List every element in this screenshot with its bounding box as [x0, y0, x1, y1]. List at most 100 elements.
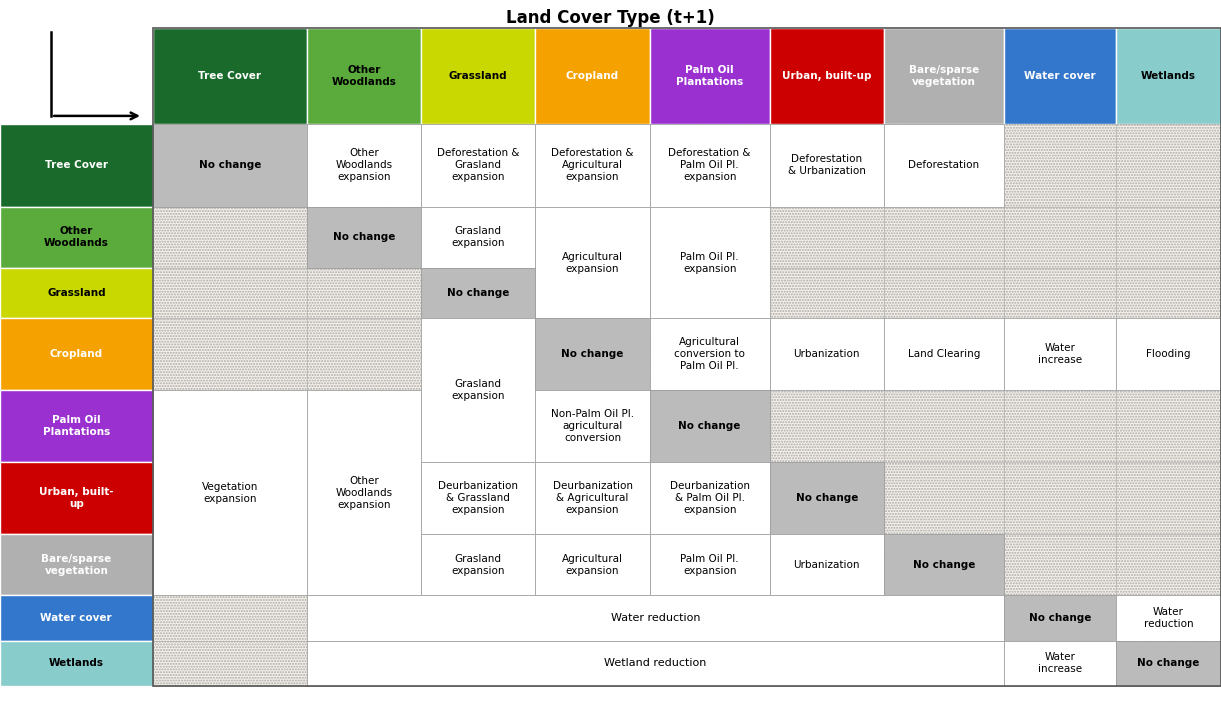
Text: Water
reduction: Water reduction	[1144, 607, 1193, 629]
Bar	[884, 319, 1004, 390]
Text: Cropland: Cropland	[567, 71, 619, 82]
Bar	[306, 124, 421, 207]
Bar	[1004, 207, 1116, 267]
Bar	[536, 641, 650, 686]
Bar	[884, 535, 1004, 595]
Bar	[1004, 390, 1116, 462]
Bar	[306, 390, 421, 595]
Bar	[769, 641, 884, 686]
Bar	[153, 267, 306, 319]
Bar	[1004, 641, 1116, 686]
Text: Deforestation: Deforestation	[908, 161, 979, 171]
Bar	[884, 319, 1004, 390]
Bar	[153, 535, 306, 595]
Bar	[769, 319, 884, 390]
Bar	[1116, 462, 1221, 535]
Bar	[306, 207, 421, 267]
Bar	[650, 641, 769, 686]
Bar	[536, 267, 650, 319]
Bar	[306, 28, 421, 124]
Bar	[650, 207, 769, 267]
Bar	[650, 390, 769, 462]
Bar	[421, 462, 536, 535]
Bar	[769, 207, 884, 267]
Text: Tree Cover: Tree Cover	[198, 71, 261, 82]
Bar	[1004, 124, 1116, 207]
Bar	[769, 462, 884, 535]
Bar	[536, 535, 650, 595]
Bar	[1116, 535, 1221, 595]
Bar	[650, 207, 769, 319]
Bar	[536, 124, 650, 207]
Bar	[1004, 267, 1116, 319]
Text: No change: No change	[679, 422, 741, 432]
Bar	[769, 124, 884, 207]
Bar	[650, 595, 769, 641]
Bar	[536, 595, 650, 641]
Bar	[1116, 595, 1221, 641]
Text: Other
Woodlands: Other Woodlands	[332, 65, 397, 87]
Bar	[306, 641, 421, 686]
Bar	[1116, 595, 1221, 641]
Text: Agricultural
expansion: Agricultural expansion	[562, 252, 623, 274]
Bar	[536, 390, 650, 462]
Bar	[306, 462, 421, 535]
Bar	[884, 390, 1004, 462]
Bar	[769, 641, 884, 686]
Bar	[421, 207, 536, 267]
Text: Palm Oil
Plantations: Palm Oil Plantations	[676, 65, 744, 87]
Bar	[536, 390, 650, 462]
Bar	[153, 124, 306, 207]
Bar	[0, 595, 153, 641]
Bar	[1116, 319, 1221, 390]
Bar	[650, 641, 769, 686]
Bar	[650, 28, 769, 124]
Bar	[769, 390, 884, 462]
Text: No change: No change	[1029, 613, 1092, 623]
Bar	[153, 28, 306, 124]
Bar	[153, 462, 306, 535]
Bar	[884, 124, 1004, 207]
Text: Water
increase: Water increase	[1038, 343, 1082, 365]
Bar	[0, 462, 153, 535]
Text: No change: No change	[1137, 658, 1199, 668]
Bar	[536, 535, 650, 595]
Bar	[421, 462, 536, 535]
Bar	[0, 319, 153, 390]
Bar	[1116, 267, 1221, 319]
Bar	[1004, 462, 1116, 535]
Bar	[1116, 267, 1221, 319]
Bar	[884, 319, 1004, 390]
Bar	[421, 267, 536, 319]
Bar	[421, 535, 536, 595]
Bar	[650, 124, 769, 207]
Text: Palm Oil Pl.
expansion: Palm Oil Pl. expansion	[680, 554, 739, 576]
Bar	[0, 535, 153, 595]
Bar	[650, 462, 769, 535]
Bar	[536, 462, 650, 535]
Text: Vegetation
expansion: Vegetation expansion	[201, 482, 258, 504]
Text: Water reduction: Water reduction	[610, 613, 700, 623]
Bar	[884, 641, 1004, 686]
Bar	[650, 319, 769, 390]
Text: Land Cover Type (t+1): Land Cover Type (t+1)	[507, 9, 714, 27]
Bar	[1116, 28, 1221, 124]
Text: Land Clearing: Land Clearing	[907, 349, 980, 360]
Bar	[1116, 124, 1221, 207]
Bar	[650, 535, 769, 595]
Text: Deforestation &
Palm Oil Pl.
expansion: Deforestation & Palm Oil Pl. expansion	[668, 149, 751, 183]
Bar	[1004, 390, 1116, 462]
Bar	[650, 267, 769, 319]
Bar	[1116, 207, 1221, 267]
Bar	[421, 462, 536, 535]
Bar	[153, 319, 306, 390]
Bar	[306, 595, 1004, 641]
Bar	[536, 641, 650, 686]
Bar	[153, 28, 1221, 686]
Bar	[650, 124, 769, 207]
Text: Water
increase: Water increase	[1038, 653, 1082, 675]
Bar	[536, 207, 650, 319]
Bar	[769, 267, 884, 319]
Bar	[536, 462, 650, 535]
Text: Grassland: Grassland	[449, 71, 508, 82]
